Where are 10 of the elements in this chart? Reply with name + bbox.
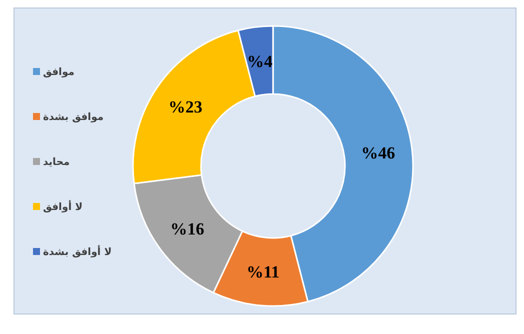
legend-label: موافق <box>43 67 74 78</box>
legend-label: لا أوافق بشدة <box>43 245 112 258</box>
data-label: %46 <box>361 144 396 163</box>
legend-label: محايد <box>43 157 70 168</box>
data-label: %4 <box>246 52 273 71</box>
data-label: %11 <box>246 262 280 282</box>
legend-label: موافق بشدة <box>43 112 104 123</box>
data-label: %16 <box>170 219 204 238</box>
legend-label: لا أوافق <box>43 200 83 213</box>
data-label: %23 <box>168 97 202 116</box>
